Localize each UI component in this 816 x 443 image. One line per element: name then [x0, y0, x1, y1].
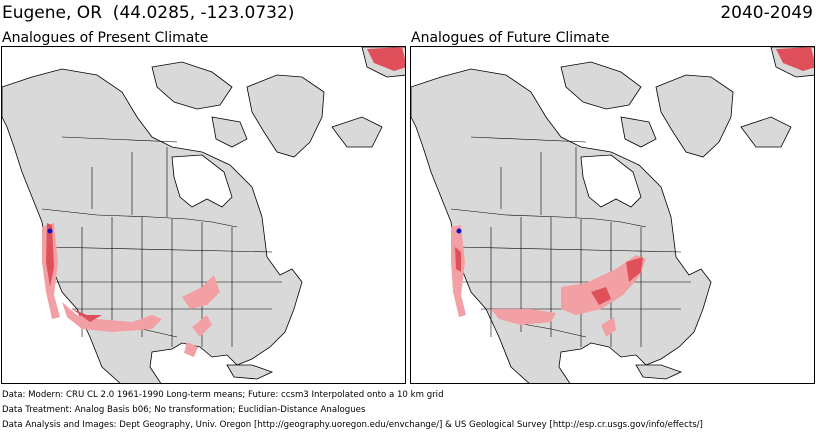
- target-location-marker: [456, 228, 462, 234]
- footer-analysis-credits: Data Analysis and Images: Dept Geography…: [2, 420, 703, 430]
- land-masses: [2, 47, 405, 383]
- footer-data-treatment: Data Treatment: Analog Basis b06; No tra…: [2, 405, 366, 415]
- footer-data-source: Data: Modern: CRU CL 2.0 1961-1990 Long-…: [2, 390, 444, 400]
- political-borders: [41, 136, 282, 347]
- location-title: Eugene, OR (44.0285, -123.0732): [2, 3, 295, 23]
- analog-regions: [451, 47, 814, 337]
- future-map-title: Analogues of Future Climate: [411, 30, 610, 46]
- present-climate-map: [1, 46, 406, 384]
- future-climate-map: [410, 46, 815, 384]
- present-map-title: Analogues of Present Climate: [2, 30, 209, 46]
- target-location-marker: [47, 228, 53, 234]
- period-label: 2040-2049: [720, 3, 813, 23]
- analog-regions: [42, 47, 405, 357]
- land-masses: [411, 47, 814, 383]
